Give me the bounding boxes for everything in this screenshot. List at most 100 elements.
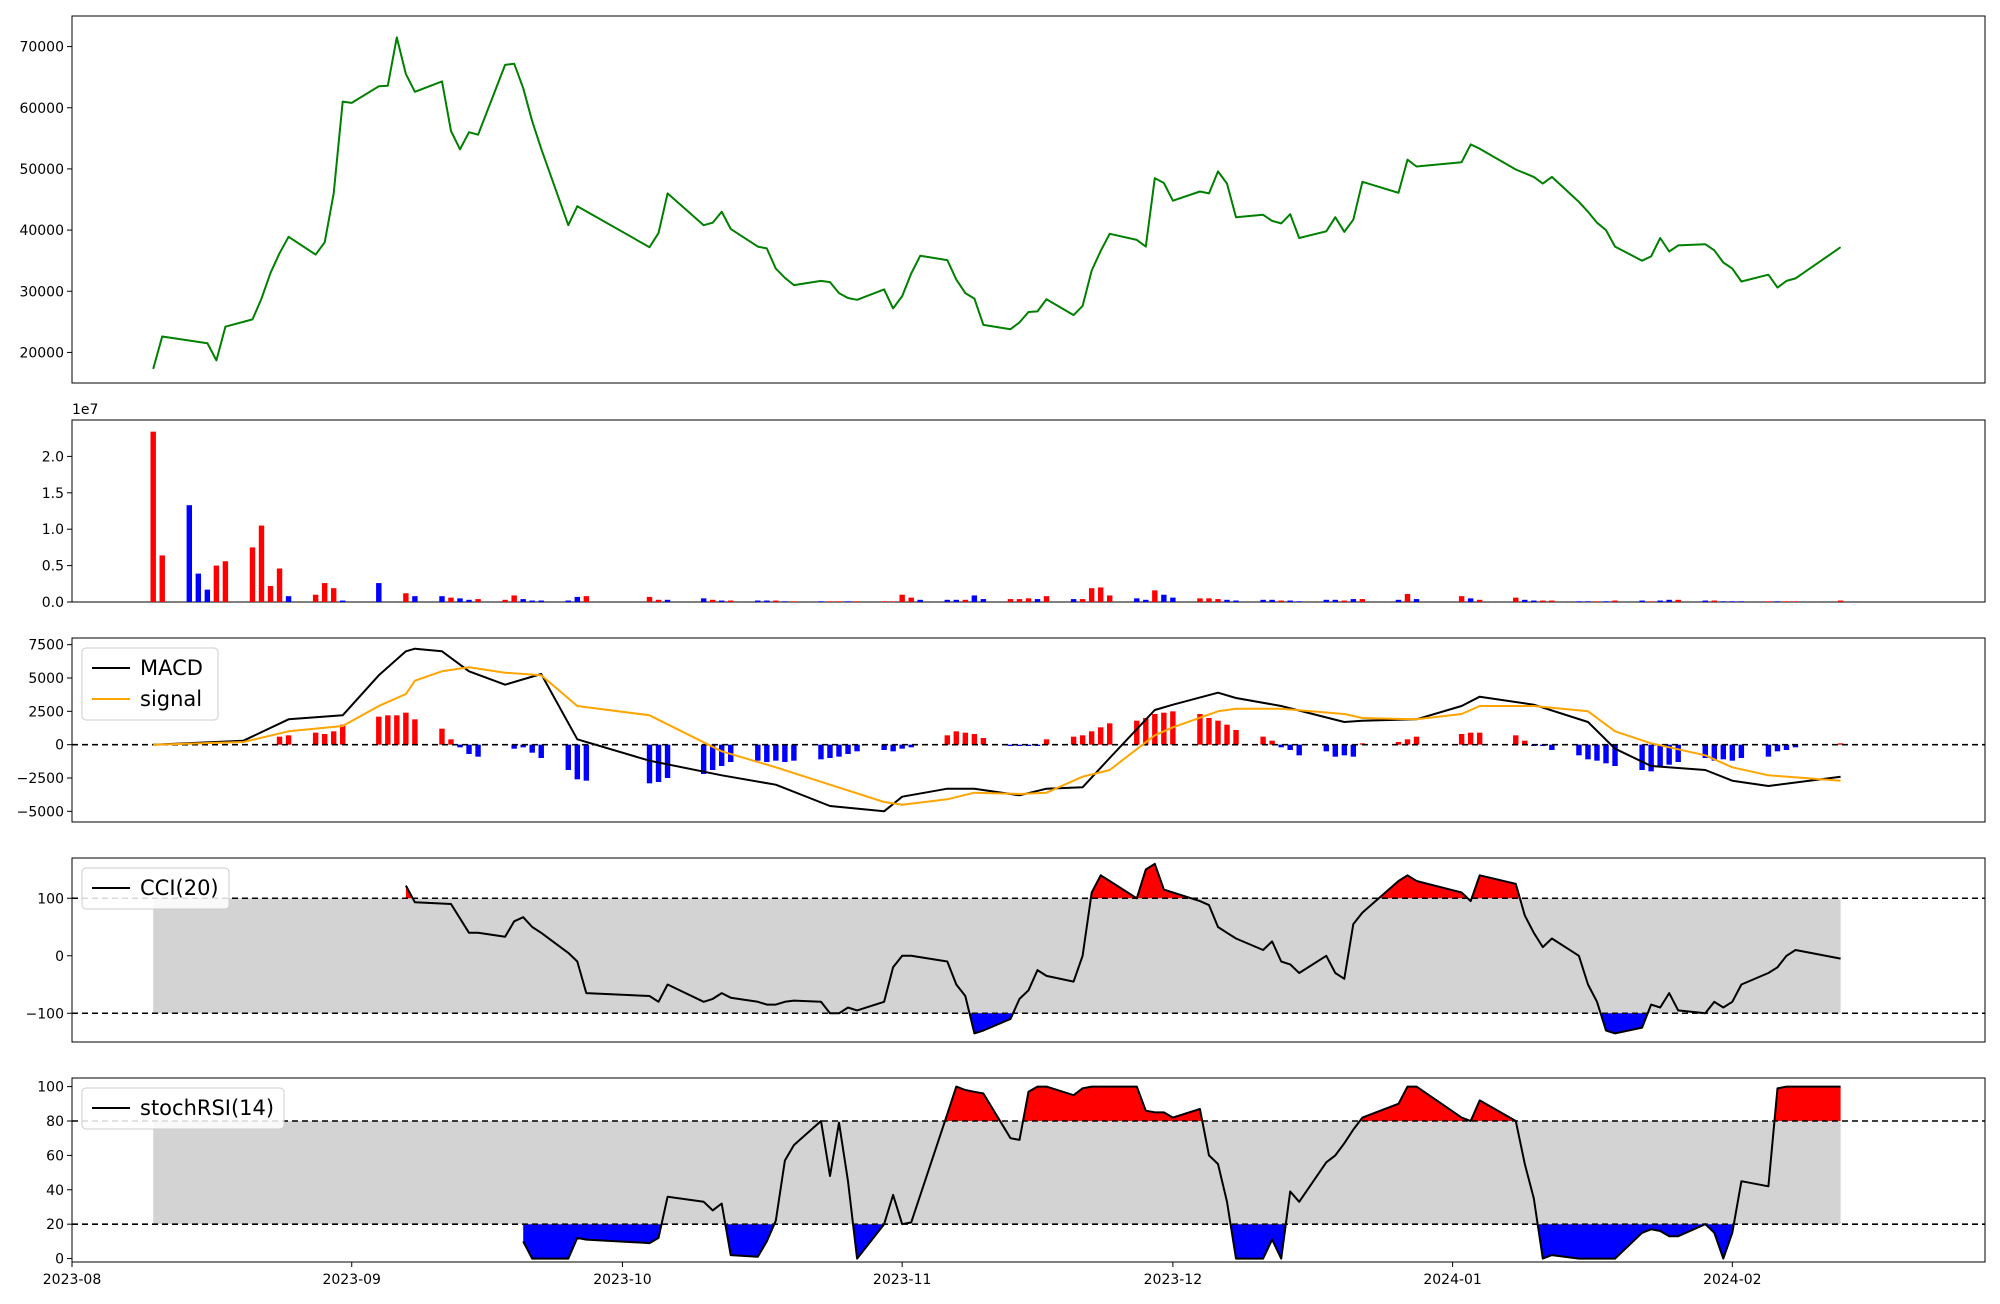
volume-bar xyxy=(655,599,662,602)
volume-bar xyxy=(1738,601,1745,602)
macd-histogram-bar xyxy=(276,736,283,745)
volume-bar xyxy=(1513,597,1519,602)
volume-axes-frame xyxy=(71,419,1986,603)
macd-histogram-bar xyxy=(466,744,472,754)
macd-legend-box xyxy=(81,647,219,721)
volume-bar xyxy=(1576,601,1582,602)
volume-ytick-label: 2.0 xyxy=(42,449,64,465)
volume-bar xyxy=(1675,599,1681,602)
volume-bar xyxy=(1540,600,1546,602)
macd-histogram-bar xyxy=(1206,718,1212,745)
macd-histogram-bar xyxy=(1639,744,1645,770)
macd-histogram-bar xyxy=(1738,744,1745,758)
volume-bar xyxy=(258,525,265,602)
volume-bar xyxy=(520,599,526,602)
volume-bar xyxy=(980,599,987,602)
macd-histogram-bar xyxy=(394,715,400,745)
macd-histogram-bar xyxy=(1007,744,1014,746)
volume-bar xyxy=(854,601,860,602)
stochrsi-ytick-label: 80 xyxy=(46,1114,64,1130)
macd-histogram-bar xyxy=(1107,723,1113,745)
macd-histogram-bar xyxy=(1224,724,1230,745)
stochrsi-overbought-fill xyxy=(945,1086,1000,1121)
macd-histogram-bar xyxy=(1675,744,1681,762)
macd-histogram-bar xyxy=(1774,744,1781,752)
macd-histogram-bar xyxy=(764,744,770,762)
macd-histogram-bar xyxy=(854,744,860,752)
cci-ytick-label: 0 xyxy=(55,949,64,965)
volume-bar xyxy=(1296,601,1302,602)
volume-bar xyxy=(321,583,328,602)
volume-bar xyxy=(1702,600,1708,602)
macd-histogram-bar xyxy=(1648,744,1654,772)
macd-histogram-bar xyxy=(1404,739,1411,745)
volume-bar xyxy=(1783,601,1790,602)
volume-bar xyxy=(1215,599,1221,602)
volume-bar xyxy=(213,565,220,602)
macd-histogram-bar xyxy=(448,739,454,745)
volume-bar xyxy=(1657,600,1663,602)
volume-bar xyxy=(1729,601,1736,602)
macd-histogram-bar xyxy=(1666,744,1672,765)
volume-bar xyxy=(1269,599,1275,602)
macd-legend-label: signal xyxy=(140,687,202,711)
macd-histogram-bar xyxy=(899,744,905,749)
macd-histogram-bar xyxy=(1467,732,1474,745)
volume-bar xyxy=(457,598,463,602)
stochrsi-ytick-label: 60 xyxy=(46,1148,64,1164)
volume-bar xyxy=(962,599,969,602)
volume-bar xyxy=(899,594,905,602)
macd-ytick-label: 7500 xyxy=(28,638,64,654)
macd-histogram-bar xyxy=(1657,744,1663,768)
volume-ytick-label: 1.0 xyxy=(42,522,64,538)
macd-ytick-label: −5000 xyxy=(17,804,64,820)
volume-bar xyxy=(1287,600,1293,602)
price-line xyxy=(152,36,1842,370)
volume-bar xyxy=(1531,600,1537,602)
cci-legend-box xyxy=(81,867,230,910)
volume-bar xyxy=(773,600,779,602)
macd-histogram-bar xyxy=(1341,744,1348,756)
volume-bar xyxy=(1711,600,1717,602)
stochrsi-overbought-fill xyxy=(1359,1086,1471,1121)
volume-bar xyxy=(1323,599,1329,602)
macd-histogram-bar xyxy=(376,716,382,745)
cci-overbought-fill xyxy=(1378,875,1468,899)
x-tick-label: 2023-08 xyxy=(43,1272,102,1288)
price-ytick-label: 40000 xyxy=(19,223,64,239)
stochrsi-axes-frame xyxy=(71,1077,1986,1263)
volume-bar xyxy=(1079,599,1086,602)
x-tick-label: 2023-10 xyxy=(593,1272,652,1288)
price-ytick-label: 50000 xyxy=(19,162,64,178)
macd-histogram-bar xyxy=(1070,736,1077,745)
volume-bar xyxy=(971,595,978,602)
volume-bar xyxy=(917,599,923,602)
macd-histogram-bar xyxy=(709,744,716,770)
macd-histogram-bar xyxy=(1332,744,1339,757)
volume-ytick-label: 1.5 xyxy=(42,486,64,502)
macd-histogram-bar xyxy=(1143,718,1149,745)
volume-bar xyxy=(403,593,409,602)
macd-histogram-bar xyxy=(718,744,725,766)
volume-bar xyxy=(1792,601,1799,602)
cci-ytick-label: 100 xyxy=(37,891,64,907)
macd-histogram-bar xyxy=(1233,730,1239,745)
volume-bar xyxy=(1549,600,1555,602)
stochrsi-overbought-fill xyxy=(1774,1086,1841,1121)
volume-bar xyxy=(845,601,851,602)
volume-bar xyxy=(1413,599,1420,602)
macd-histogram-bar xyxy=(836,744,842,757)
volume-bar xyxy=(908,597,914,602)
macd-histogram-bar xyxy=(565,744,572,770)
volume-ytick-label: 0.5 xyxy=(42,559,64,575)
volume-bar xyxy=(709,599,716,602)
macd-histogram-bar xyxy=(1413,736,1420,745)
volume-ytick-label: 0.0 xyxy=(42,595,64,611)
volume-bar xyxy=(204,589,211,602)
volume-bar xyxy=(412,596,418,602)
macd-histogram-bar xyxy=(1458,734,1465,745)
volume-bar xyxy=(538,600,544,602)
macd-histogram-bar xyxy=(403,712,409,745)
volume-bar xyxy=(1648,601,1654,602)
